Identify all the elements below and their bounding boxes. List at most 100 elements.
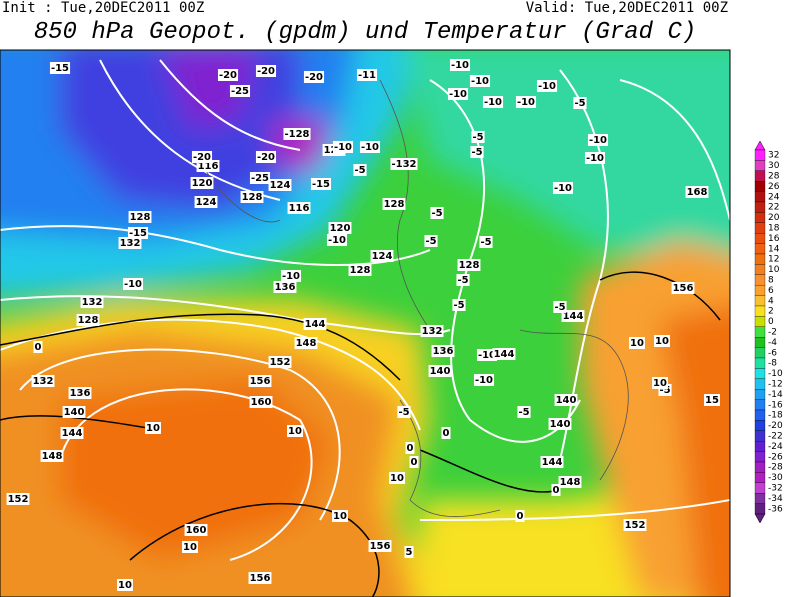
contour-label-box	[447, 88, 469, 100]
contour-label: 156	[250, 573, 271, 584]
contour-label-box	[249, 172, 271, 184]
contour-label-box	[49, 62, 71, 74]
contour-label-box	[268, 179, 292, 191]
contour-label-box	[587, 134, 609, 146]
colorbar-swatch	[754, 472, 766, 483]
contour-label: 132	[422, 326, 443, 337]
contour-label: -5	[453, 300, 464, 311]
colorbar-swatch	[754, 295, 766, 307]
contour-label-box	[449, 59, 471, 71]
contour-label: -15	[51, 63, 69, 74]
contour-label-box	[190, 177, 214, 189]
contour-label-box	[469, 75, 491, 87]
contour-label: -20	[257, 66, 275, 77]
contour-label: 128	[384, 199, 405, 210]
contour-label-box	[551, 484, 561, 496]
contour-label: 10	[288, 426, 302, 437]
colorbar-label: -14	[768, 390, 783, 400]
colorbar-label: 14	[768, 244, 780, 254]
contour-label: -10	[484, 97, 502, 108]
contour-label: 144	[542, 457, 563, 468]
contour-label: 152	[270, 357, 291, 368]
contour-label: 0	[411, 457, 418, 468]
contour-label-box	[428, 365, 452, 377]
contour-label: -5	[659, 385, 670, 396]
colorbar-swatch	[754, 337, 766, 348]
colorbar-label: -6	[768, 348, 777, 358]
contour-label-box	[249, 396, 273, 408]
contour-label-box	[248, 375, 272, 387]
contour-label-box	[382, 198, 406, 210]
contour-label-box	[404, 546, 414, 558]
contour-label-box	[431, 345, 455, 357]
contour-label: 10	[390, 473, 404, 484]
contour-label: -10	[334, 142, 352, 153]
colorbar-swatch	[754, 420, 766, 431]
colorbar-swatch	[754, 441, 766, 452]
contour-label: 128	[242, 192, 263, 203]
colorbar-label: 18	[768, 224, 780, 234]
contour-label-box	[127, 227, 149, 239]
contour-label: -10	[471, 76, 489, 87]
contour-label-box	[536, 80, 558, 92]
colorbar-arrow-top	[754, 140, 766, 151]
coastlines	[199, 79, 629, 517]
contour-label-box	[248, 572, 272, 584]
contour-label: -10	[586, 153, 604, 164]
colorbar-swatch	[754, 482, 766, 494]
contour-label: -10	[124, 279, 142, 290]
contour-label: -128	[284, 129, 309, 140]
colorbar-label: 20	[768, 213, 780, 223]
contour-label: 0	[443, 428, 450, 439]
contour-label-box	[229, 85, 251, 97]
contour-label: 10	[183, 542, 197, 553]
colorbar-swatch	[754, 253, 766, 265]
contour-label-box	[332, 510, 348, 522]
contour-label: -5	[480, 237, 491, 248]
colorbar-swatch	[754, 243, 766, 255]
contour-label-box	[287, 425, 303, 437]
contour-label: 128	[78, 315, 99, 326]
contour-label-box	[68, 387, 92, 399]
contour-label: 132	[82, 297, 103, 308]
colorbar-swatch	[754, 389, 766, 400]
colorbar-label: -34	[768, 494, 783, 504]
contour-label: 152	[8, 494, 29, 505]
colorbar-swatch	[754, 347, 766, 359]
contour-label-box	[118, 237, 142, 249]
contour-label: 140	[64, 407, 85, 418]
contour-label-box	[515, 96, 537, 108]
colorbar-label: -16	[768, 400, 783, 410]
colorbar-swatch	[754, 233, 766, 244]
contour-label: 140	[556, 395, 577, 406]
contour-label: -10	[475, 375, 493, 386]
contour-label: 140	[550, 419, 571, 430]
colorbar-label: -28	[768, 463, 783, 473]
contour-label-box	[348, 264, 372, 276]
contour-label: -10	[451, 60, 469, 71]
contour-label-box	[273, 281, 297, 293]
contour-label-box	[80, 296, 104, 308]
colorbar-swatch	[754, 285, 766, 296]
colorbar-label: -12	[768, 380, 783, 390]
contour-label: 10	[630, 338, 644, 349]
contour-label: -20	[219, 70, 237, 81]
contour-label: -5	[518, 407, 529, 418]
contour-label-box	[540, 456, 564, 468]
contour-label: 120	[330, 223, 351, 234]
contour-label-box	[573, 97, 587, 109]
contour-label-box	[409, 456, 419, 468]
colorbar-swatch	[754, 181, 766, 192]
contour-label-box	[685, 186, 709, 198]
contour-label: 140	[430, 366, 451, 377]
colorbar-label: -32	[768, 484, 783, 494]
contour-label: 10	[653, 378, 667, 389]
contour-label: 128	[130, 212, 151, 223]
colorbar-swatch	[754, 409, 766, 421]
colorbar-label: 26	[768, 182, 780, 192]
contour-label: -10	[361, 142, 379, 153]
map-title: 850 hPa Geopot. (gpdm) und Temperatur (G…	[34, 19, 697, 46]
contour-label: 15	[705, 395, 719, 406]
colorbar-label: 0	[768, 317, 774, 327]
colorbar-label: -8	[768, 359, 777, 369]
